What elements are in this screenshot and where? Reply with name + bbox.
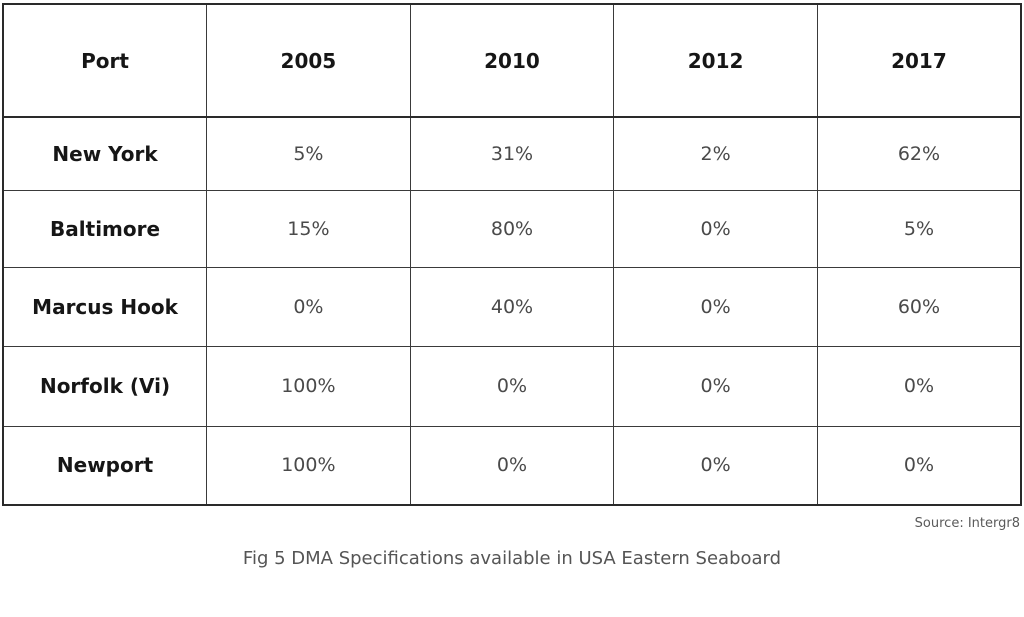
table-row: Baltimore 15% 80% 0% 5%: [2, 189, 1022, 268]
table-cell: 0%: [409, 345, 615, 427]
row-label: Marcus Hook: [2, 266, 208, 347]
table-cell: 0%: [613, 345, 818, 427]
table-cell: 100%: [206, 345, 411, 427]
row-label: Baltimore: [2, 189, 208, 268]
row-label: Norfolk (Vi): [2, 345, 208, 427]
table-cell: 0%: [613, 189, 818, 268]
table-row: Marcus Hook 0% 40% 0% 60%: [2, 266, 1022, 347]
table-cell: 60%: [816, 266, 1022, 347]
column-header: 2005: [206, 3, 411, 118]
table-cell: 0%: [613, 425, 818, 506]
table-cell: 15%: [206, 189, 411, 268]
dma-specifications-table: Port 2005 2010 2012 2017 New York 5% 31%…: [2, 3, 1022, 506]
table-cell: 40%: [409, 266, 615, 347]
row-label: New York: [2, 116, 208, 191]
table-cell: 62%: [816, 116, 1022, 191]
table-cell: 5%: [816, 189, 1022, 268]
column-header: 2010: [409, 3, 615, 118]
table-cell: 0%: [613, 266, 818, 347]
table-cell: 5%: [206, 116, 411, 191]
table-cell: 100%: [206, 425, 411, 506]
column-header: 2017: [816, 3, 1022, 118]
table-cell: 31%: [409, 116, 615, 191]
table-row: New York 5% 31% 2% 62%: [2, 116, 1022, 191]
table-row: Newport 100% 0% 0% 0%: [2, 425, 1022, 506]
row-label: Newport: [2, 425, 208, 506]
table-header-row: Port 2005 2010 2012 2017: [2, 3, 1022, 118]
table-cell: 0%: [816, 345, 1022, 427]
table-cell: 0%: [816, 425, 1022, 506]
table-cell: 0%: [409, 425, 615, 506]
table-row: Norfolk (Vi) 100% 0% 0% 0%: [2, 345, 1022, 427]
column-header: 2012: [613, 3, 818, 118]
column-header: Port: [2, 3, 208, 118]
figure-caption: Fig 5 DMA Specifications available in US…: [242, 548, 782, 569]
table-cell: 0%: [206, 266, 411, 347]
table-cell: 2%: [613, 116, 818, 191]
source-note: Source: Intergr8: [914, 516, 1020, 531]
table-cell: 80%: [409, 189, 615, 268]
